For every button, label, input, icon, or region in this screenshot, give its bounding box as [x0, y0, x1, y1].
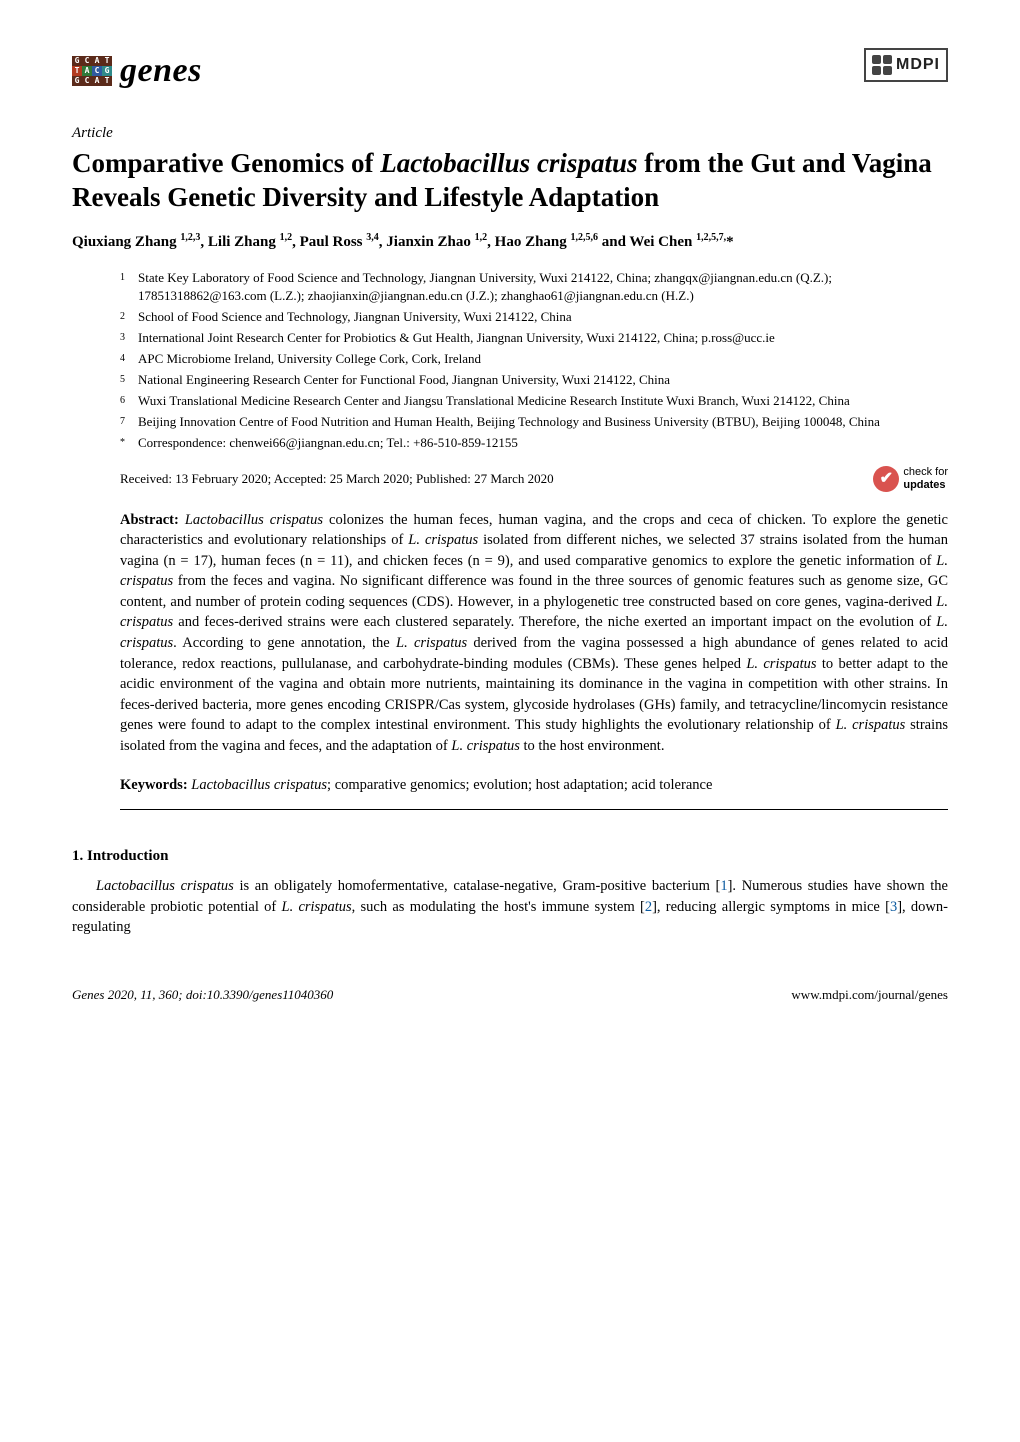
logo-cell: C	[82, 56, 92, 66]
affiliation-text: Wuxi Translational Medicine Research Cen…	[138, 392, 948, 410]
logo-cell: T	[102, 56, 112, 66]
affiliation-number: 3	[120, 329, 138, 347]
received-accepted-published: Received: 13 February 2020; Accepted: 25…	[120, 470, 554, 488]
check-for-updates-badge[interactable]: ✔ check for updates	[873, 466, 948, 492]
check-circle-icon: ✔	[873, 466, 899, 492]
logo-cell: G	[102, 66, 112, 76]
affiliation-number: 6	[120, 392, 138, 410]
abstract-block: Abstract: Lactobacillus crispatus coloni…	[72, 510, 948, 757]
affiliation-number: 4	[120, 350, 138, 368]
affiliation-item: 3International Joint Research Center for…	[120, 329, 948, 347]
affiliation-item: 6Wuxi Translational Medicine Research Ce…	[120, 392, 948, 410]
dates-row: Received: 13 February 2020; Accepted: 25…	[72, 466, 948, 492]
affiliation-number: 2	[120, 308, 138, 326]
article-type: Article	[72, 123, 948, 144]
title-pre: Comparative Genomics of	[72, 148, 380, 178]
footer-citation: Genes 2020, 11, 360; doi:10.3390/genes11…	[72, 986, 333, 1004]
journal-logo: GCATTACGGCAT genes	[72, 48, 202, 95]
keywords-label: Keywords:	[120, 777, 188, 793]
section-heading-intro: 1. Introduction	[72, 846, 948, 867]
affiliation-item: 4APC Microbiome Ireland, University Coll…	[120, 350, 948, 368]
affiliation-number: 1	[120, 269, 138, 305]
intro-paragraph: Lactobacillus crispatus is an obligately…	[72, 876, 948, 938]
keywords-text: Lactobacillus crispatus; comparative gen…	[188, 777, 713, 793]
journal-logo-grid: GCATTACGGCAT	[72, 56, 112, 86]
logo-cell: T	[72, 66, 82, 76]
logo-cell: A	[82, 66, 92, 76]
logo-cell: T	[102, 76, 112, 86]
footer-row: Genes 2020, 11, 360; doi:10.3390/genes11…	[72, 986, 948, 1004]
logo-cell: A	[92, 76, 102, 86]
logo-cell: A	[92, 56, 102, 66]
affiliation-text: APC Microbiome Ireland, University Colle…	[138, 350, 948, 368]
authors-line: Qiuxiang Zhang 1,2,3, Lili Zhang 1,2, Pa…	[72, 231, 948, 253]
updates-badge-text: check for updates	[903, 466, 948, 490]
logo-cell: G	[72, 76, 82, 86]
abstract-text: Lactobacillus crispatus colonizes the hu…	[120, 512, 948, 754]
affiliation-item: 1State Key Laboratory of Food Science an…	[120, 269, 948, 305]
affiliation-number: *	[120, 434, 138, 452]
header-row: GCATTACGGCAT genes MDPI	[72, 48, 948, 95]
affiliation-item: *Correspondence: chenwei66@jiangnan.edu.…	[120, 434, 948, 452]
logo-cell: C	[92, 66, 102, 76]
footer-journal-url: www.mdpi.com/journal/genes	[791, 986, 948, 1004]
keywords-rule	[120, 809, 948, 810]
affiliation-text: International Joint Research Center for …	[138, 329, 948, 347]
affiliations-block: 1State Key Laboratory of Food Science an…	[72, 269, 948, 452]
keywords-block: Keywords: Lactobacillus crispatus; compa…	[72, 775, 948, 795]
logo-cell: G	[72, 56, 82, 66]
affiliation-item: 5National Engineering Research Center fo…	[120, 371, 948, 389]
journal-name: genes	[120, 48, 202, 95]
affiliation-text: National Engineering Research Center for…	[138, 371, 948, 389]
affiliation-text: Correspondence: chenwei66@jiangnan.edu.c…	[138, 434, 948, 452]
affiliation-item: 2School of Food Science and Technology, …	[120, 308, 948, 326]
affiliation-number: 5	[120, 371, 138, 389]
affiliation-text: Beijing Innovation Centre of Food Nutrit…	[138, 413, 948, 431]
article-title: Comparative Genomics of Lactobacillus cr…	[72, 146, 948, 215]
affiliation-item: 7Beijing Innovation Centre of Food Nutri…	[120, 413, 948, 431]
affiliation-text: State Key Laboratory of Food Science and…	[138, 269, 948, 305]
logo-cell: C	[82, 76, 92, 86]
abstract-label: Abstract:	[120, 512, 179, 528]
affiliation-number: 7	[120, 413, 138, 431]
mdpi-mark-icon	[872, 55, 892, 75]
publisher-logo: MDPI	[864, 48, 948, 82]
title-species: Lactobacillus crispatus	[380, 148, 637, 178]
affiliation-text: School of Food Science and Technology, J…	[138, 308, 948, 326]
publisher-name: MDPI	[896, 54, 940, 76]
